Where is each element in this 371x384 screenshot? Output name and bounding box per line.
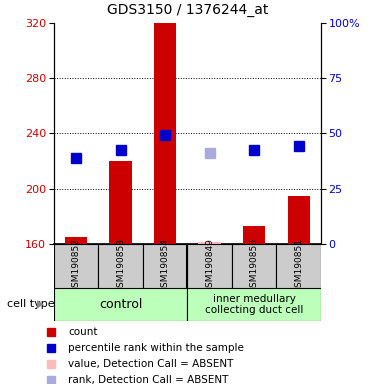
Bar [154, 23, 176, 244]
Bar [288, 195, 310, 244]
Text: GSM190849: GSM190849 [205, 238, 214, 293]
Text: GSM190850: GSM190850 [250, 238, 259, 293]
Text: rank, Detection Call = ABSENT: rank, Detection Call = ABSENT [68, 375, 229, 384]
Bar [54, 244, 98, 288]
Bar [232, 244, 276, 288]
Bar [243, 226, 265, 244]
Bar [198, 242, 221, 244]
Bar [187, 288, 321, 321]
Bar [109, 161, 132, 244]
Text: cell type: cell type [7, 299, 55, 310]
Text: GSM190852: GSM190852 [72, 238, 81, 293]
Bar [65, 237, 87, 244]
Bar [54, 288, 187, 321]
Text: GSM190851: GSM190851 [294, 238, 303, 293]
Bar [187, 244, 232, 288]
Text: GSM190853: GSM190853 [116, 238, 125, 293]
Text: count: count [68, 327, 98, 337]
Text: control: control [99, 298, 142, 311]
Text: GDS3150 / 1376244_at: GDS3150 / 1376244_at [107, 3, 268, 17]
Text: percentile rank within the sample: percentile rank within the sample [68, 343, 244, 353]
Bar [276, 244, 321, 288]
Text: GSM190854: GSM190854 [161, 238, 170, 293]
Bar [143, 244, 187, 288]
Bar [98, 244, 143, 288]
Text: inner medullary
collecting duct cell: inner medullary collecting duct cell [205, 293, 303, 315]
Text: value, Detection Call = ABSENT: value, Detection Call = ABSENT [68, 359, 234, 369]
